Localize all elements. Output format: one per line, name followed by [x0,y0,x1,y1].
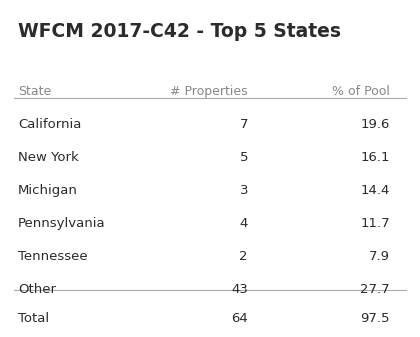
Text: # Properties: # Properties [171,85,248,98]
Text: % of Pool: % of Pool [332,85,390,98]
Text: 43: 43 [231,283,248,296]
Text: 64: 64 [231,312,248,325]
Text: Other: Other [18,283,56,296]
Text: Pennsylvania: Pennsylvania [18,217,105,230]
Text: 19.6: 19.6 [361,118,390,131]
Text: Tennessee: Tennessee [18,250,88,263]
Text: 11.7: 11.7 [360,217,390,230]
Text: 7.9: 7.9 [369,250,390,263]
Text: 3: 3 [239,184,248,197]
Text: WFCM 2017-C42 - Top 5 States: WFCM 2017-C42 - Top 5 States [18,22,341,41]
Text: 16.1: 16.1 [360,151,390,164]
Text: 7: 7 [239,118,248,131]
Text: 27.7: 27.7 [360,283,390,296]
Text: 5: 5 [239,151,248,164]
Text: Michigan: Michigan [18,184,78,197]
Text: California: California [18,118,81,131]
Text: 2: 2 [239,250,248,263]
Text: New York: New York [18,151,79,164]
Text: Total: Total [18,312,49,325]
Text: 97.5: 97.5 [360,312,390,325]
Text: 14.4: 14.4 [361,184,390,197]
Text: 4: 4 [240,217,248,230]
Text: State: State [18,85,51,98]
